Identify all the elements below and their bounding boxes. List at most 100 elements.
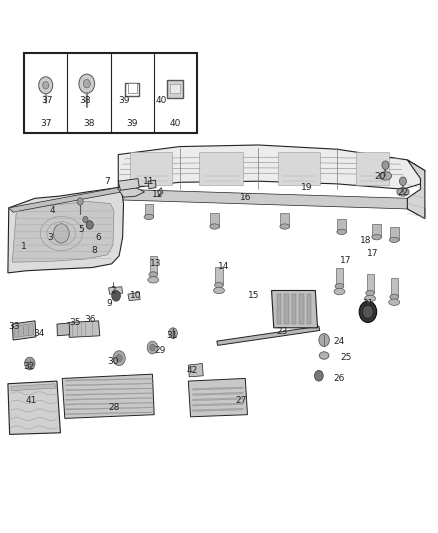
Polygon shape (118, 189, 425, 219)
Text: 40: 40 (170, 119, 181, 128)
Polygon shape (150, 256, 157, 274)
Circle shape (399, 177, 406, 185)
Polygon shape (117, 187, 145, 197)
Polygon shape (8, 381, 60, 434)
Text: 32: 32 (23, 362, 34, 370)
Text: 9: 9 (106, 300, 113, 308)
Circle shape (359, 301, 377, 322)
Polygon shape (57, 323, 70, 336)
Polygon shape (210, 213, 219, 227)
Text: 25: 25 (340, 353, 352, 361)
Polygon shape (66, 402, 152, 405)
Text: 20: 20 (374, 173, 386, 181)
Text: 4: 4 (50, 206, 55, 215)
Ellipse shape (280, 224, 290, 229)
Polygon shape (12, 321, 36, 340)
Circle shape (25, 357, 35, 370)
Text: 3: 3 (47, 233, 53, 241)
Polygon shape (11, 384, 56, 391)
Text: 7: 7 (104, 177, 110, 185)
Ellipse shape (397, 188, 409, 196)
Polygon shape (66, 398, 152, 400)
Polygon shape (391, 278, 398, 297)
Text: 38: 38 (80, 96, 91, 104)
Text: 37: 37 (41, 96, 53, 104)
Text: 12: 12 (152, 190, 163, 199)
Ellipse shape (215, 282, 223, 288)
Polygon shape (372, 224, 381, 237)
Polygon shape (367, 274, 374, 293)
Ellipse shape (148, 277, 159, 283)
Text: 18: 18 (360, 237, 371, 245)
Text: 41: 41 (26, 397, 37, 405)
Circle shape (79, 74, 95, 93)
Polygon shape (66, 407, 152, 410)
Polygon shape (131, 152, 172, 185)
Polygon shape (62, 374, 154, 418)
Ellipse shape (366, 290, 374, 296)
Text: 33: 33 (9, 322, 20, 330)
Polygon shape (193, 408, 243, 411)
Polygon shape (66, 388, 152, 391)
Text: 16: 16 (240, 193, 251, 201)
Text: 34: 34 (34, 329, 45, 337)
Text: 19: 19 (301, 183, 312, 192)
Text: 35: 35 (70, 318, 81, 327)
Text: 38: 38 (83, 119, 95, 128)
Ellipse shape (389, 237, 399, 243)
Polygon shape (66, 378, 152, 381)
Polygon shape (68, 321, 100, 337)
Text: 29: 29 (154, 346, 166, 355)
Polygon shape (188, 364, 203, 377)
Ellipse shape (214, 287, 224, 294)
Circle shape (116, 354, 122, 362)
Text: 14: 14 (218, 262, 229, 271)
Polygon shape (199, 152, 243, 185)
Circle shape (86, 221, 93, 229)
Polygon shape (66, 393, 152, 395)
Text: 22: 22 (397, 189, 409, 197)
Bar (170, 84, 180, 93)
Polygon shape (145, 204, 153, 217)
Polygon shape (284, 294, 289, 324)
Text: 6: 6 (95, 233, 102, 241)
Polygon shape (217, 326, 320, 345)
Ellipse shape (372, 235, 381, 240)
Ellipse shape (390, 294, 399, 300)
Text: 5: 5 (78, 225, 84, 233)
Text: 40: 40 (155, 96, 167, 104)
Polygon shape (280, 213, 289, 227)
Circle shape (112, 290, 120, 301)
Circle shape (169, 328, 177, 338)
Polygon shape (299, 294, 304, 324)
Text: 37: 37 (40, 119, 52, 128)
Polygon shape (9, 188, 122, 212)
Text: 23: 23 (277, 327, 288, 336)
Polygon shape (12, 201, 114, 262)
Circle shape (150, 344, 155, 351)
Polygon shape (193, 387, 243, 390)
Text: 36: 36 (84, 316, 95, 324)
Text: 26: 26 (334, 374, 345, 383)
Circle shape (319, 334, 329, 346)
Ellipse shape (337, 229, 346, 235)
Polygon shape (407, 160, 425, 219)
Circle shape (363, 305, 373, 318)
Circle shape (42, 82, 49, 89)
Text: 30: 30 (107, 357, 119, 366)
Polygon shape (66, 383, 152, 386)
Text: 42: 42 (186, 366, 198, 375)
Text: 27: 27 (235, 397, 247, 405)
Text: 15: 15 (248, 292, 260, 300)
Text: 24: 24 (334, 337, 345, 345)
Text: 11: 11 (143, 177, 155, 185)
Circle shape (83, 216, 88, 223)
Polygon shape (292, 294, 296, 324)
Ellipse shape (364, 295, 376, 302)
Polygon shape (337, 219, 346, 232)
Polygon shape (109, 287, 123, 294)
Text: 13: 13 (150, 260, 161, 268)
Circle shape (382, 161, 389, 169)
Polygon shape (158, 188, 163, 196)
Polygon shape (193, 392, 243, 395)
